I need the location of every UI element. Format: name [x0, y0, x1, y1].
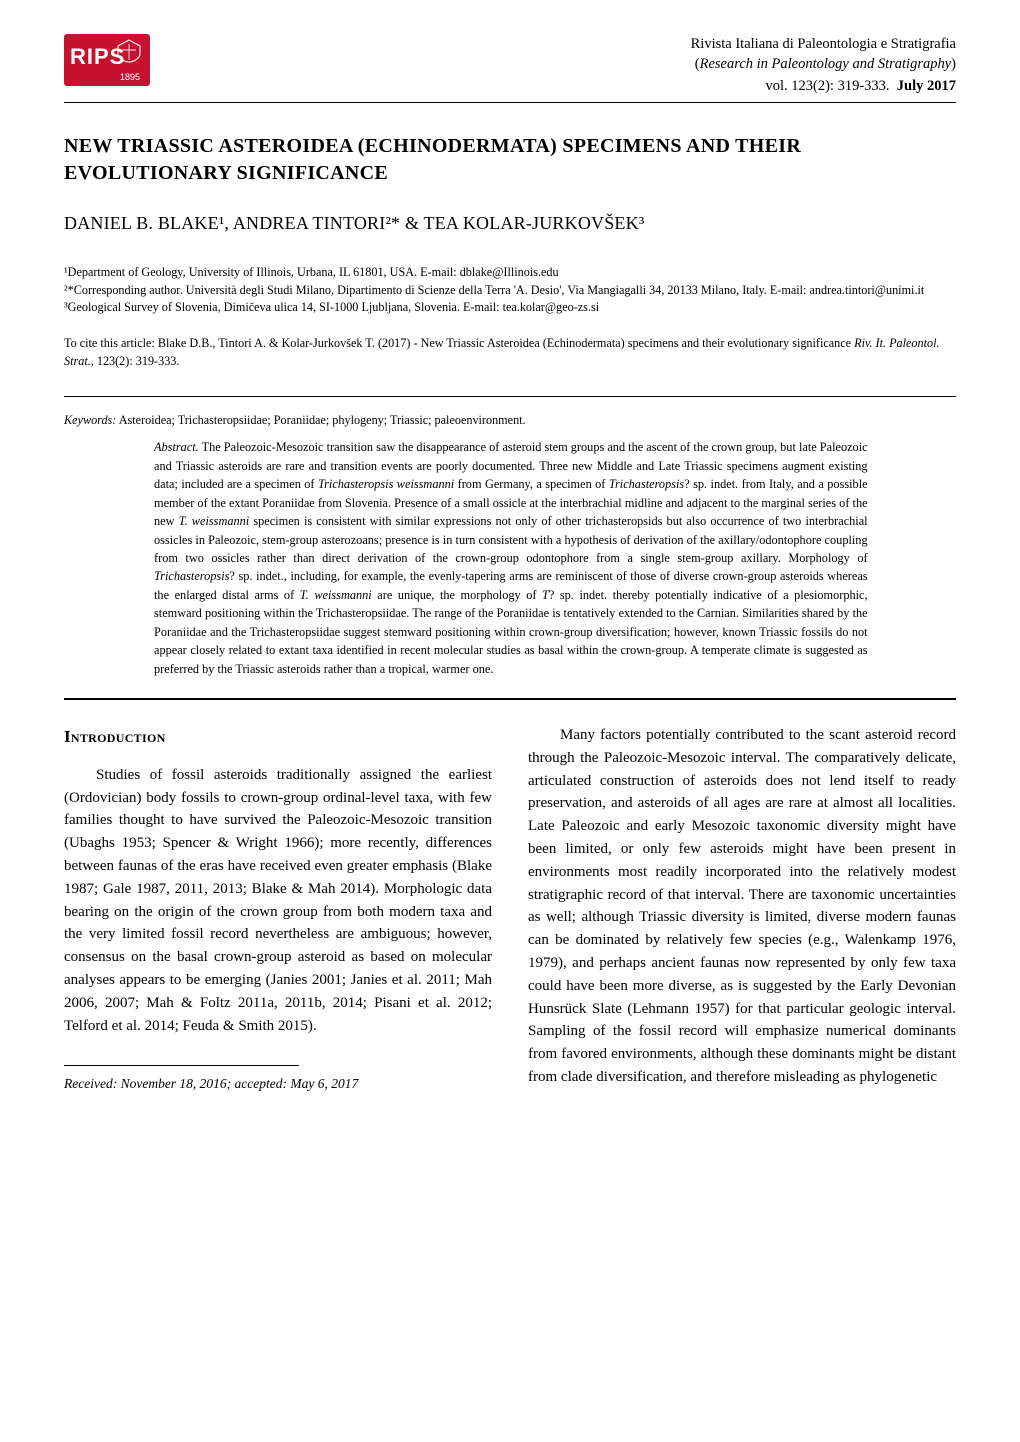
- topbar: RIPS 1895 Rivista Italiana di Paleontolo…: [64, 34, 956, 103]
- journal-title-line2: (Research in Paleontology and Stratigrap…: [691, 54, 956, 74]
- journal-subtitle: Research in Paleontology and Stratigraph…: [700, 56, 952, 72]
- journal-title-line1: Rivista Italiana di Paleontologia e Stra…: [691, 34, 956, 54]
- affiliations: ¹Department of Geology, University of Il…: [64, 264, 956, 317]
- journal-logo: RIPS 1895: [64, 34, 150, 86]
- citation-suffix: 123(2): 319-333.: [94, 354, 180, 368]
- authors: DANIEL B. BLAKE¹, ANDREA TINTORI²* & TEA…: [64, 213, 956, 234]
- vol-prefix: vol.: [765, 78, 791, 94]
- issue-date: July 2017: [897, 78, 956, 94]
- abstract-text: specimen is consistent with similar expr…: [154, 514, 868, 565]
- affiliation-3: ³Geological Survey of Slovenia, Dimičeva…: [64, 299, 956, 317]
- abstract-text: are unique, the morphology of: [372, 588, 542, 602]
- taxon: T. weissmanni: [179, 514, 250, 528]
- divider-rule: [64, 396, 956, 397]
- keywords-text: Asteroidea; Trichasteropsiidae; Poraniid…: [116, 413, 525, 427]
- taxon: T: [542, 588, 549, 602]
- section-head-text: Introduction: [64, 727, 166, 746]
- keywords: Keywords: Asteroidea; Trichasteropsiidae…: [64, 413, 956, 428]
- logo-year: 1895: [120, 72, 140, 82]
- column-right: Many factors potentially contributed to …: [528, 724, 956, 1095]
- citation: To cite this article: Blake D.B., Tintor…: [64, 335, 956, 370]
- paragraph: Studies of fossil asteroids traditionall…: [64, 764, 492, 1038]
- vol-number: 123(2): 319-333.: [791, 78, 889, 94]
- article-title: NEW TRIASSIC ASTEROIDEA (ECHINODERMATA) …: [64, 133, 956, 187]
- footer-rule: [64, 1065, 299, 1066]
- received-line: Received: November 18, 2016; accepted: M…: [64, 1074, 492, 1095]
- journal-vol-line: vol. 123(2): 319-333. July 2017: [691, 76, 956, 96]
- citation-prefix: To cite this article: Blake D.B., Tintor…: [64, 336, 854, 350]
- crest-icon: [114, 38, 144, 64]
- affiliation-1: ¹Department of Geology, University of Il…: [64, 264, 956, 282]
- abstract-label: Abstract.: [154, 440, 199, 454]
- taxon: Trichasteropsis: [609, 477, 684, 491]
- taxon: Trichasteropsis weissmanni: [318, 477, 454, 491]
- heavy-divider-rule: [64, 698, 956, 700]
- taxon: T. weissmanni: [300, 588, 372, 602]
- affiliation-2: ²*Corresponding author. Università degli…: [64, 282, 956, 300]
- keywords-label: Keywords:: [64, 413, 116, 427]
- journal-info: Rivista Italiana di Paleontologia e Stra…: [691, 34, 956, 96]
- paragraph: Many factors potentially contributed to …: [528, 724, 956, 1089]
- column-left: Introduction Studies of fossil asteroids…: [64, 724, 492, 1095]
- taxon: Trichasteropsis: [154, 569, 229, 583]
- section-head-introduction: Introduction: [64, 724, 492, 750]
- abstract: Abstract. The Paleozoic-Mesozoic transit…: [154, 438, 868, 678]
- body-columns: Introduction Studies of fossil asteroids…: [64, 724, 956, 1095]
- abstract-text: from Germany, a specimen of: [454, 477, 609, 491]
